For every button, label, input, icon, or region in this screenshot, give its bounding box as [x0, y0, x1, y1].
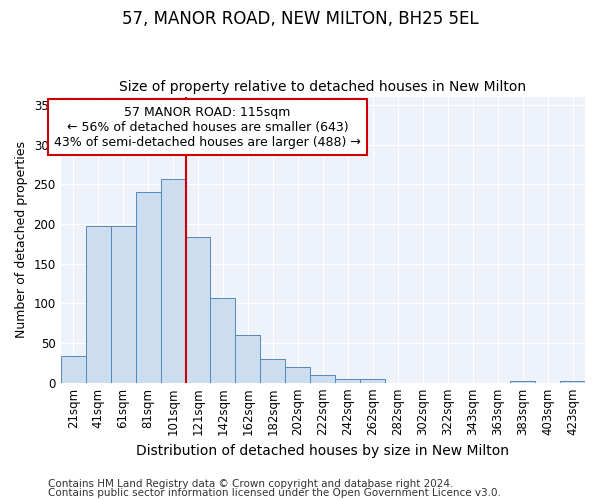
- Text: 57 MANOR ROAD: 115sqm
← 56% of detached houses are smaller (643)
43% of semi-det: 57 MANOR ROAD: 115sqm ← 56% of detached …: [54, 106, 361, 148]
- Bar: [235, 335, 260, 382]
- X-axis label: Distribution of detached houses by size in New Milton: Distribution of detached houses by size …: [136, 444, 509, 458]
- Bar: [560, 381, 585, 382]
- Bar: [310, 374, 335, 382]
- Bar: [260, 359, 286, 382]
- Bar: [286, 367, 310, 382]
- Y-axis label: Number of detached properties: Number of detached properties: [15, 142, 28, 338]
- Bar: [360, 378, 385, 382]
- Bar: [161, 179, 185, 382]
- Bar: [136, 192, 161, 382]
- Text: Contains public sector information licensed under the Open Government Licence v3: Contains public sector information licen…: [48, 488, 501, 498]
- Bar: [185, 238, 211, 382]
- Bar: [335, 378, 360, 382]
- Title: Size of property relative to detached houses in New Milton: Size of property relative to detached ho…: [119, 80, 526, 94]
- Bar: [510, 381, 535, 382]
- Text: 57, MANOR ROAD, NEW MILTON, BH25 5EL: 57, MANOR ROAD, NEW MILTON, BH25 5EL: [122, 10, 478, 28]
- Bar: [110, 226, 136, 382]
- Bar: [86, 226, 110, 382]
- Bar: [211, 298, 235, 382]
- Text: Contains HM Land Registry data © Crown copyright and database right 2024.: Contains HM Land Registry data © Crown c…: [48, 479, 454, 489]
- Bar: [61, 356, 86, 382]
